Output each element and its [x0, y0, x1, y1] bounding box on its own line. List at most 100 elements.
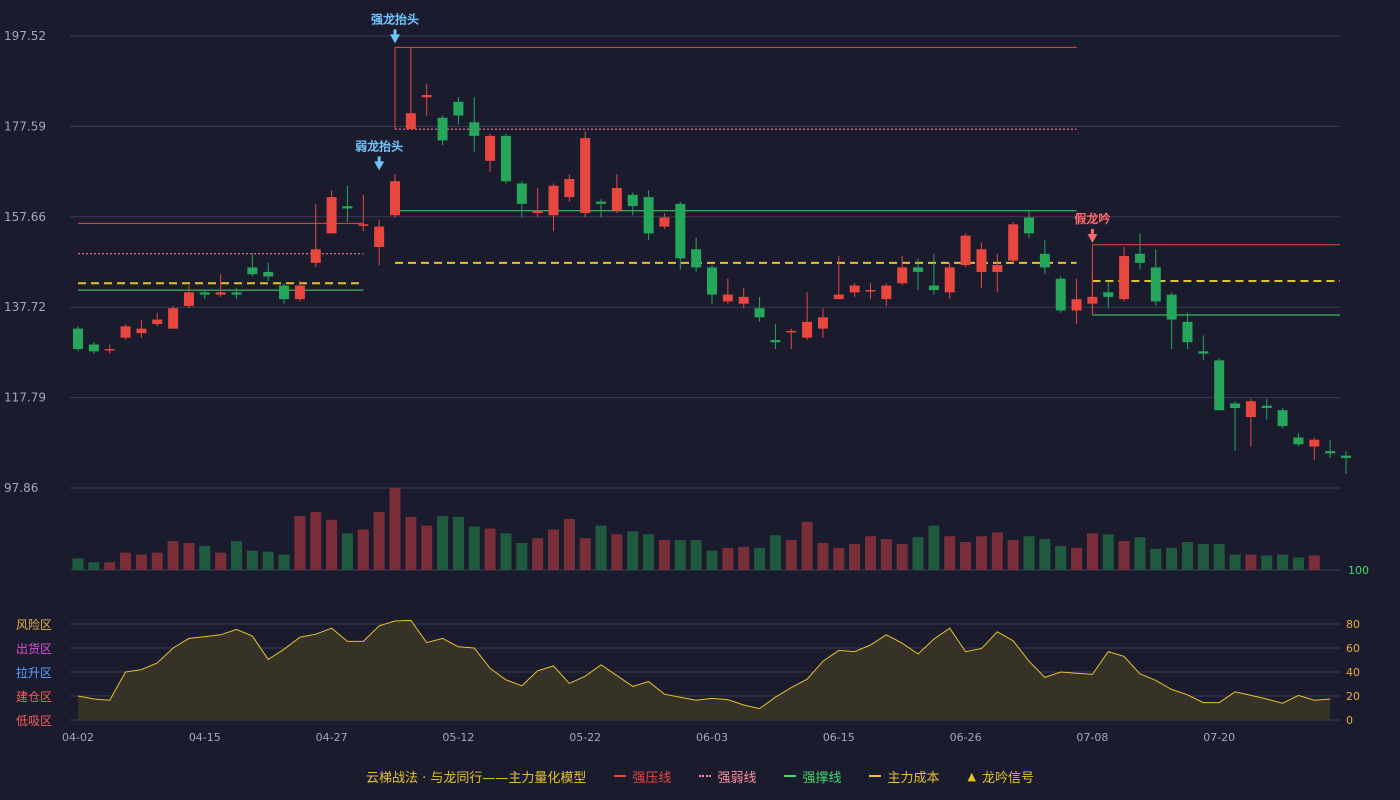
signal-label: 假龙吟 — [1074, 211, 1110, 226]
legend-label-weak: 强弱线 — [717, 770, 757, 786]
volume-bar — [421, 525, 433, 570]
candle-body — [548, 185, 559, 216]
signal-arrow-stem — [377, 156, 381, 163]
volume-bar — [1182, 542, 1193, 570]
x-tick-label: 04-27 — [316, 731, 348, 744]
candle-body — [960, 235, 971, 266]
volume-bar — [1197, 543, 1209, 570]
candle-body — [405, 113, 416, 130]
x-tick-label: 06-03 — [696, 731, 728, 744]
candle-body — [437, 117, 448, 141]
axis-labels: 197.52 177.59 157.66 137.72 117.79 97.86 100 80… — [4, 29, 1369, 744]
candle-body — [326, 197, 337, 234]
legend-item-support[interactable]: 强撑线 — [784, 767, 841, 786]
volume-bar — [183, 542, 195, 570]
volume-bar — [310, 512, 322, 570]
candle-body — [722, 294, 733, 302]
legend-item-cost[interactable]: 主力成本 — [869, 767, 939, 786]
candle-body — [691, 249, 702, 268]
price-tick-label: 197.52 — [4, 29, 46, 43]
candle-body — [1039, 253, 1050, 268]
volume-bar — [389, 488, 401, 570]
volume-bar — [167, 541, 179, 570]
volume-bar — [326, 519, 338, 570]
candle-body — [675, 203, 686, 259]
volume-bar — [357, 529, 369, 570]
volume-bar — [627, 531, 639, 570]
candle-body — [1071, 299, 1082, 311]
legend-label-support: 强撑线 — [802, 770, 842, 786]
legend-item-weak[interactable]: 强弱线 — [699, 767, 756, 786]
candle-body — [1119, 256, 1130, 300]
legend-item-press[interactable]: 强压线 — [614, 767, 671, 786]
candlestick-series — [73, 47, 1351, 474]
candle-body — [136, 328, 147, 334]
legend-title: 云梯战法 · 与龙同行——主力量化模型 — [366, 767, 586, 786]
x-tick-label: 06-15 — [823, 731, 855, 744]
volume-bar — [1166, 547, 1178, 570]
volume-bar — [484, 528, 496, 570]
volume-bar — [1213, 543, 1225, 570]
candle-body — [627, 194, 638, 207]
candle-body — [183, 292, 194, 306]
volume-bar — [373, 512, 385, 570]
candle-body — [1245, 401, 1256, 418]
candle-body — [976, 249, 987, 272]
volume-bar — [928, 525, 940, 570]
volume-bar — [880, 539, 892, 570]
volume-bar — [120, 552, 132, 570]
volume-bar — [1150, 548, 1162, 570]
candle-body — [802, 321, 813, 338]
triangle-icon: ▲ — [967, 769, 976, 783]
volume-bar — [1308, 555, 1320, 570]
candle-body — [1325, 451, 1336, 454]
candle-body — [469, 122, 480, 136]
candle-body — [374, 226, 385, 247]
volume-bar — [215, 552, 227, 570]
volume-bar — [960, 542, 972, 570]
candle-body — [152, 319, 163, 325]
candle-body — [897, 267, 908, 284]
legend-swatch-support — [784, 775, 797, 777]
candle-body — [643, 197, 654, 234]
volume-bar — [500, 533, 512, 570]
volume-bar — [88, 562, 100, 570]
legend-swatch-weak — [699, 775, 712, 777]
candle-body — [485, 135, 496, 161]
candle-body — [1261, 405, 1272, 408]
volume-bar — [72, 558, 84, 570]
chart-legend: 云梯战法 · 与龙同行——主力量化模型 强压线 强弱线 强撑线 主力成本 ▲ 龙… — [0, 766, 1400, 786]
candle-body — [310, 249, 321, 263]
volume-bar — [722, 547, 734, 570]
candle-body — [881, 285, 892, 300]
x-tick-label: 07-20 — [1203, 731, 1235, 744]
osc-zone-label: 风险区 — [16, 617, 52, 632]
volume-bar — [801, 521, 813, 570]
volume-bar — [452, 516, 464, 570]
volume-bar — [865, 536, 876, 570]
volume-bar — [548, 529, 559, 570]
candle-body — [421, 95, 432, 98]
candle-body — [453, 101, 464, 116]
candle-body — [231, 292, 242, 295]
volume-bar — [975, 536, 987, 570]
volume-bar — [1261, 555, 1273, 570]
osc-tick-label: 40 — [1346, 666, 1360, 679]
volume-bar — [468, 526, 480, 570]
candle-body — [263, 271, 274, 277]
candle-body — [849, 285, 860, 293]
legend-item-signal[interactable]: ▲ 龙吟信号 — [967, 767, 1033, 786]
volume-bar — [231, 541, 242, 570]
x-tick-label: 04-02 — [62, 731, 94, 744]
candle-body — [992, 265, 1003, 272]
volume-bar — [579, 538, 591, 570]
candle-body — [913, 267, 924, 272]
candle-body — [1198, 351, 1209, 354]
candle-body — [247, 267, 258, 275]
volume-bar — [1245, 554, 1257, 570]
volume-bar — [833, 547, 845, 570]
x-tick-label: 05-22 — [569, 731, 601, 744]
volume-bar — [246, 550, 258, 570]
